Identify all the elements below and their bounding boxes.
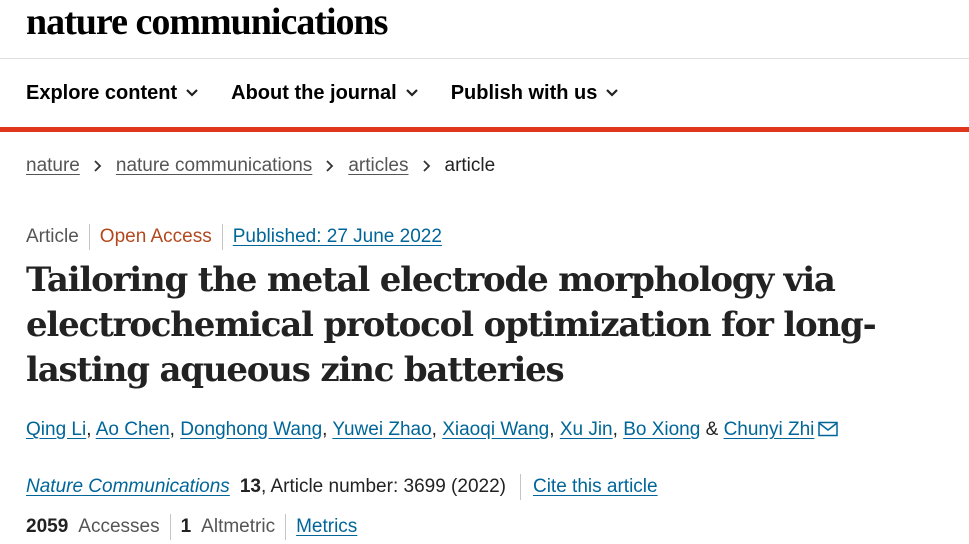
author-separator: ,: [86, 419, 92, 440]
author-list: Qing Li, Ao Chen, Donghong Wang, Yuwei Z…: [26, 419, 839, 441]
accent-bar: [0, 127, 969, 132]
breadcrumb-nature[interactable]: nature: [26, 155, 80, 176]
nav-explore-content[interactable]: Explore content: [26, 82, 199, 105]
altmetric-count: 1: [180, 516, 192, 537]
citation-line: Nature Communications 13 , Article numbe…: [26, 474, 658, 500]
published-date-link[interactable]: Published: 27 June 2022: [232, 226, 442, 247]
nav-item-label: Publish with us: [450, 81, 598, 104]
author-link[interactable]: Xu Jin: [559, 419, 613, 440]
author-link[interactable]: Xiaoqi Wang: [442, 419, 550, 440]
journal-logo[interactable]: nature communications: [26, 1, 388, 43]
author-link[interactable]: Yuwei Zhao: [332, 419, 432, 440]
article-meta: Article Open Access Published: 27 June 2…: [26, 224, 442, 250]
volume-number: 13: [239, 476, 261, 497]
chevron-right-icon: [326, 160, 334, 172]
nav-item-label: Explore content: [26, 81, 178, 104]
chevron-down-icon: [186, 89, 198, 97]
metrics-divider: [285, 514, 287, 540]
accesses-label: Accesses: [78, 516, 160, 537]
metrics-link[interactable]: Metrics: [296, 516, 358, 537]
journal-name-link[interactable]: Nature Communications: [26, 476, 230, 497]
accesses-count: 2059: [26, 516, 69, 537]
article-title: Tailoring the metal electrode morphology…: [26, 260, 877, 390]
cite-this-article-link[interactable]: Cite this article: [532, 476, 658, 497]
chevron-right-icon: [94, 160, 102, 172]
author-link[interactable]: Bo Xiong: [623, 419, 701, 440]
author-link[interactable]: Chunyi Zhi: [723, 419, 815, 440]
nav-item-label: About the journal: [231, 81, 397, 104]
metrics-divider: [169, 514, 171, 540]
author-link[interactable]: Qing Li: [26, 419, 87, 440]
nav-about-journal[interactable]: About the journal: [231, 82, 419, 105]
nav-publish-with-us[interactable]: Publish with us: [451, 82, 620, 105]
breadcrumb-nature-communications[interactable]: nature communications: [115, 155, 313, 176]
author-link[interactable]: Donghong Wang: [180, 419, 323, 440]
article-type: Article: [26, 226, 79, 247]
author-separator: ,: [431, 419, 437, 440]
chevron-down-icon: [606, 89, 619, 97]
breadcrumb-articles[interactable]: articles: [348, 155, 409, 176]
author-link[interactable]: Ao Chen: [95, 419, 170, 440]
breadcrumb: nature nature communications articles ar…: [26, 155, 495, 177]
author-separator: ,: [612, 419, 618, 440]
author-separator: ,: [549, 419, 555, 440]
meta-divider: [221, 224, 223, 250]
chevron-right-icon: [422, 160, 430, 172]
author-separator: ,: [169, 419, 175, 440]
altmetric-label: Altmetric: [201, 516, 276, 537]
article-number: , Article number: 3699 (2022): [260, 476, 506, 497]
metrics-bar: 2059 Accesses 1 Altmetric Metrics: [26, 514, 357, 540]
open-access-label: Open Access: [99, 226, 212, 247]
chevron-down-icon: [405, 89, 418, 97]
meta-divider: [88, 224, 90, 250]
author-and: &: [705, 419, 719, 440]
breadcrumb-current: article: [444, 155, 496, 176]
author-separator: ,: [322, 419, 328, 440]
header-divider: [0, 58, 969, 59]
mail-icon[interactable]: [818, 421, 839, 437]
main-nav: Explore content About the journal Publis…: [26, 78, 651, 108]
citation-divider: [519, 474, 521, 500]
